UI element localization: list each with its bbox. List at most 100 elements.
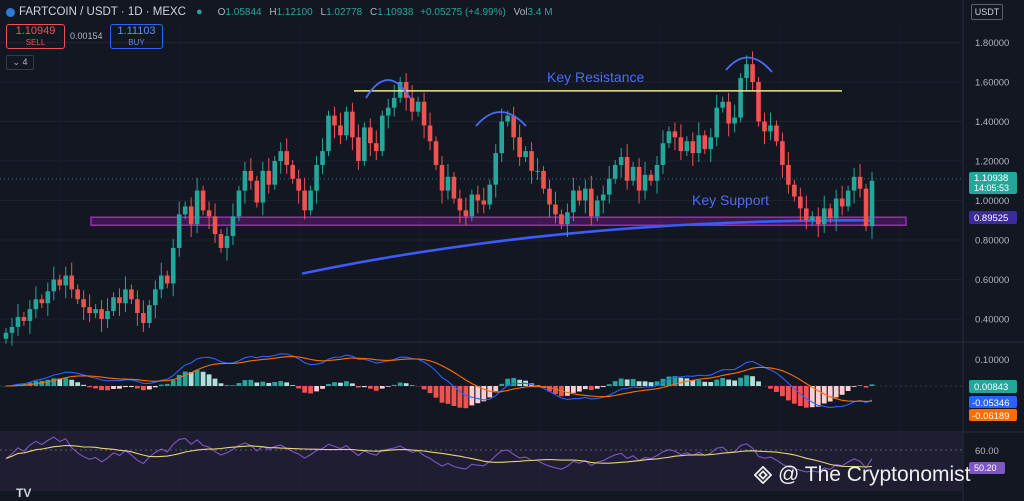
macd-hist-bar — [469, 386, 475, 406]
y-tick-label: 0.80000 — [975, 236, 1009, 247]
candle-body — [87, 307, 92, 314]
candle — [194, 177, 200, 234]
candle-body — [278, 151, 284, 161]
macd-hist-bar — [612, 381, 618, 386]
candle-body — [451, 176, 457, 199]
visibility-dot-icon[interactable]: ● — [195, 6, 203, 18]
candle-body — [350, 111, 355, 138]
macd-hist-bar — [696, 380, 702, 386]
candle — [487, 179, 493, 210]
macd-hist-bar — [236, 383, 242, 386]
macd-hist-bar — [87, 386, 93, 388]
candle-body — [445, 176, 451, 191]
macd-hist-bar — [176, 374, 182, 386]
macd-hist-bar — [320, 386, 325, 389]
y-tick-label: 1.80000 — [975, 38, 1009, 49]
candle-body — [105, 311, 110, 319]
candle-body — [344, 111, 349, 136]
indicator-count: 4 — [22, 57, 28, 67]
candle — [857, 163, 863, 198]
candle-body — [75, 289, 80, 300]
candle-body — [397, 82, 403, 98]
macd-hist-bar — [594, 386, 600, 389]
macd-hist-bar — [272, 381, 278, 386]
macd-hist-bar — [385, 386, 391, 387]
candle-body — [624, 157, 630, 181]
candle — [863, 183, 869, 232]
macd-hist-bar — [152, 386, 158, 388]
macd-hist-bar — [367, 386, 373, 389]
candle-body — [368, 127, 373, 144]
candle-body — [833, 198, 839, 219]
candle — [606, 165, 612, 204]
candle-body — [433, 141, 439, 165]
candle — [457, 189, 463, 224]
macd-hist-bar — [785, 386, 791, 401]
macd-hist-bar — [720, 377, 726, 386]
candle — [726, 92, 731, 137]
macd-hist-bar — [188, 372, 194, 386]
rsi-value-tag-bg — [969, 462, 1005, 474]
candle — [63, 266, 69, 299]
candle — [21, 312, 27, 326]
currency-selector[interactable]: USDT — [971, 4, 1003, 20]
macd-hist-bar — [726, 379, 732, 386]
candle — [296, 169, 301, 204]
macd-hist-bar — [105, 386, 110, 391]
candle-body — [780, 141, 785, 165]
candle — [51, 266, 57, 301]
candle-body — [804, 208, 809, 221]
candle-body — [660, 143, 666, 165]
candle — [445, 163, 451, 200]
candle-body — [553, 204, 558, 215]
candle-body — [792, 184, 797, 197]
sell-button[interactable]: 1.10949 SELL — [6, 24, 65, 49]
candle-body — [499, 121, 505, 154]
candle-body — [732, 117, 737, 124]
candle — [368, 118, 373, 157]
ma-line — [301, 219, 872, 275]
candle-body — [296, 178, 301, 191]
candle — [385, 98, 391, 129]
macd-hist-bar — [433, 386, 439, 398]
candle-body — [373, 143, 379, 152]
candle-body — [654, 164, 660, 181]
candle — [571, 177, 576, 222]
rsi-ma-line — [5, 444, 873, 468]
candle-body — [415, 101, 421, 112]
candle — [87, 294, 92, 322]
macd-hist-bar — [774, 386, 779, 392]
macd-hist-bar — [427, 386, 433, 394]
candle — [9, 318, 15, 346]
candle — [583, 179, 588, 214]
candle-body — [176, 214, 182, 248]
candle — [702, 130, 708, 155]
candle-body — [720, 101, 725, 108]
rsi-level-label: 60.00 — [975, 446, 999, 457]
symbol-title[interactable]: FARTCOIN / USDT · 1D · MEXC — [19, 6, 186, 18]
buy-label: BUY — [128, 38, 145, 47]
candle-body — [338, 125, 343, 136]
macd-hist-bar — [278, 381, 284, 386]
indicators-toggle[interactable]: ⌄ 4 — [6, 55, 34, 70]
candle — [397, 77, 403, 103]
candle — [535, 158, 540, 180]
rsi-band — [0, 433, 962, 491]
chart-header: FARTCOIN / USDT · 1D · MEXC ● O1.05844 H… — [6, 4, 553, 20]
macd-hist-bar — [93, 386, 98, 389]
candle — [260, 161, 266, 216]
candle-body — [117, 297, 122, 304]
candle — [654, 156, 660, 194]
candle — [618, 148, 624, 178]
candle — [99, 300, 104, 332]
candle-body — [332, 115, 337, 126]
macd-hist-bar — [200, 371, 206, 386]
buy-button[interactable]: 1.11103 BUY — [110, 24, 163, 49]
candle-body — [678, 137, 684, 152]
candle — [362, 122, 367, 166]
candle — [344, 106, 349, 141]
candle-body — [559, 214, 564, 225]
candle — [798, 187, 803, 222]
